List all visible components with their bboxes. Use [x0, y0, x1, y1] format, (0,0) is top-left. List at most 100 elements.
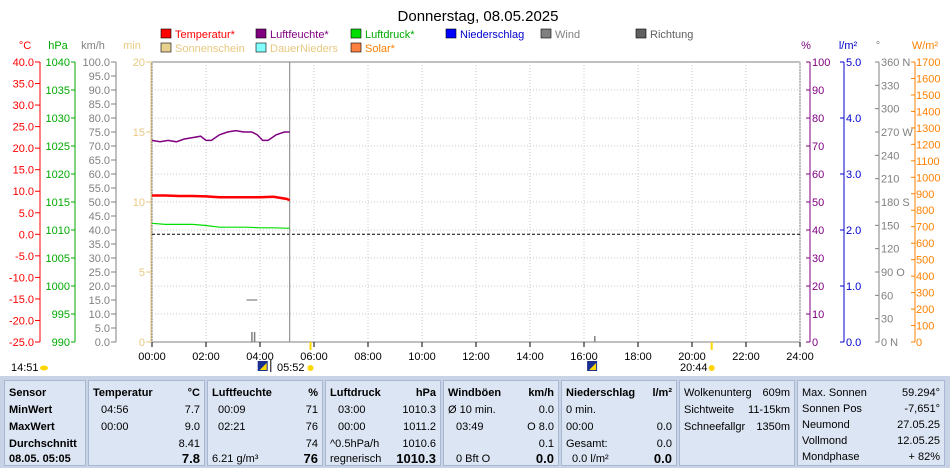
- moon-phase-value: + 82%: [908, 451, 941, 463]
- sensor-column: Sensor MinWert MaxWert Durchschnitt 08.0…: [4, 380, 86, 466]
- humidity-tick-label: 60: [812, 169, 824, 181]
- humidity-tick-label: 0: [812, 337, 818, 349]
- temp-axis-unit: °C: [19, 40, 31, 52]
- legend-label-6: Sonnenschein: [175, 43, 245, 55]
- solar-tick-label: 200: [916, 304, 934, 316]
- press-trend: ^0.5hPa/h: [330, 438, 380, 450]
- direction-tick-label: 360 N: [881, 57, 910, 69]
- cloud-base-value: 609m: [762, 387, 790, 399]
- press-current-value: 1010.3: [396, 451, 436, 466]
- moon-phase-label: Mondphase: [802, 451, 860, 463]
- wind-tick-label: 70.0: [89, 141, 110, 153]
- direction-tick-label: 300: [881, 104, 899, 116]
- direction-tick-label: 30: [881, 314, 893, 326]
- wind-tick-label: 5.0: [95, 323, 110, 335]
- humidity-column: Luftfeuchte% 00:09 71 02:21 76 74 6.21 g/m…: [207, 380, 323, 466]
- series-luftfeuchte: [151, 129, 290, 143]
- pressure-tick-label: 1030: [46, 113, 70, 125]
- press-avg-value: 1010.6: [402, 438, 436, 450]
- solar-tick-label: 900: [916, 189, 934, 201]
- wind-max-value: O 8.0: [527, 421, 554, 433]
- temp-current-value: 7.8: [181, 451, 200, 466]
- pressure-unit: hPa: [415, 387, 436, 399]
- temp-tick-label: 20.0: [13, 143, 34, 155]
- rain-total-value: 0.0: [656, 438, 672, 450]
- legend-label-0: Temperatur*: [175, 29, 236, 41]
- legend-swatch-0: [160, 28, 172, 39]
- snowline-value: 1350m: [756, 421, 790, 433]
- legend-label-2: Luftdruck*: [365, 29, 415, 41]
- rain-current-value: 0.0: [653, 451, 672, 466]
- wind-tick-label: 40.0: [89, 225, 110, 237]
- pressure-tick-label: 1000: [46, 281, 70, 293]
- solar-tick-label: 1100: [916, 156, 940, 168]
- new-moon-value: 27.05.25: [897, 419, 940, 431]
- legend-swatch-5: [635, 28, 647, 39]
- temp-tick-label: -20.0: [9, 315, 34, 327]
- wind-unit: km/h: [528, 387, 554, 399]
- rain-total-label: Gesamt:: [566, 438, 608, 450]
- legend-label-5: Richtung: [650, 29, 693, 41]
- humidity-tick-label: 90: [812, 85, 824, 97]
- solar-tick-label: 1500: [916, 90, 940, 102]
- time-tick-label: 08:00: [354, 351, 382, 363]
- wind-tick-label: 95.0: [89, 71, 110, 83]
- temp-tick-label: -15.0: [9, 294, 34, 306]
- pressure-header: Luftdruck: [330, 387, 381, 399]
- now-time: 14:51: [11, 362, 39, 374]
- rain-tick-label: 2.0: [846, 225, 861, 237]
- series-temperatur: [152, 194, 291, 202]
- time-tick-label: 12:00: [462, 351, 490, 363]
- time-tick-label: 00:00: [138, 351, 166, 363]
- new-moon-label: Neumond: [802, 419, 850, 431]
- temp-tick-label: 0.0: [19, 229, 34, 241]
- temperature-header: Temperatur: [93, 387, 153, 399]
- temperature-unit: °C: [187, 387, 200, 399]
- sun-tick-label: 0: [139, 337, 145, 349]
- sun-tick-label: 20: [133, 57, 145, 69]
- legend-swatch-8: [350, 42, 362, 53]
- plot-series: [151, 129, 596, 342]
- wind-tick-label: 55.0: [89, 183, 110, 195]
- sun-tick-label: 10: [133, 197, 145, 209]
- hum-min-value: 71: [305, 404, 318, 416]
- humidity-tick-label: 20: [812, 281, 824, 293]
- sun-pos-value: -7,651°: [904, 403, 940, 415]
- solar-tick-label: 100: [916, 321, 934, 333]
- rain-tick-label: 0.0: [846, 337, 861, 349]
- solar-axis-unit: W/m²: [912, 40, 939, 52]
- direction-tick-label: 180 S: [881, 197, 910, 209]
- temp-max-value: 9.0: [184, 421, 200, 433]
- rain-tick-label: 3.0: [846, 169, 861, 181]
- legend-swatch-3: [445, 28, 457, 39]
- plot-grid: 00:00 02:00 04:00 06:00 08:00 10:00 12:00 14:00…: [138, 61, 814, 363]
- series-luftdruck: [151, 222, 290, 229]
- temp-tick-label: 25.0: [13, 122, 34, 134]
- wind-tick-label: 60.0: [89, 169, 110, 181]
- sunrise-sun-icon: [307, 365, 314, 371]
- rain-max-time: 00:00: [566, 421, 594, 433]
- hum-avg-value: 74: [305, 438, 318, 450]
- humidity-tick-label: 30: [812, 253, 824, 265]
- rain-tick-label: 5.0: [846, 57, 861, 69]
- weather-column: Wolkenunterg 609m Sichtweite 11-15km Schne…: [679, 380, 795, 466]
- max-label: MaxWert: [9, 421, 55, 433]
- temp-tick-label: 10.0: [13, 186, 34, 198]
- pressure-tick-label: 1015: [46, 197, 70, 209]
- time-tick-label: 20:00: [678, 351, 706, 363]
- wind-column: Windböen km/h Ø 10 min. 0.0 03:49 O 8.0 0.1…: [443, 380, 559, 466]
- cloud-base-label: Wolkenunterg: [684, 387, 752, 399]
- axes: °C 40.0 35.0 30.0 25.0 20.0 15.0 10.0 5.0 0.0 -5.0…: [9, 40, 941, 349]
- hum-absolute: 6.21 g/m³: [212, 453, 259, 465]
- solar-tick-label: 1000: [916, 172, 940, 184]
- temperature-column: Temperatur °C 04:56 7.7 00:00 9.0 8.41 7.8: [88, 380, 205, 466]
- time-tick-label: 22:00: [732, 351, 760, 363]
- press-max-time: 00:00: [338, 421, 366, 433]
- snowline-label: Schneefallgr: [684, 421, 746, 433]
- legend-swatch-6: [160, 42, 172, 53]
- wind-tick-label: 85.0: [89, 99, 110, 111]
- moon-icon-box: [257, 361, 268, 371]
- solar-tick-label: 500: [916, 255, 934, 267]
- rain-today: 0.0 l/m²: [572, 453, 609, 465]
- sunset-time: 20:44: [680, 362, 708, 374]
